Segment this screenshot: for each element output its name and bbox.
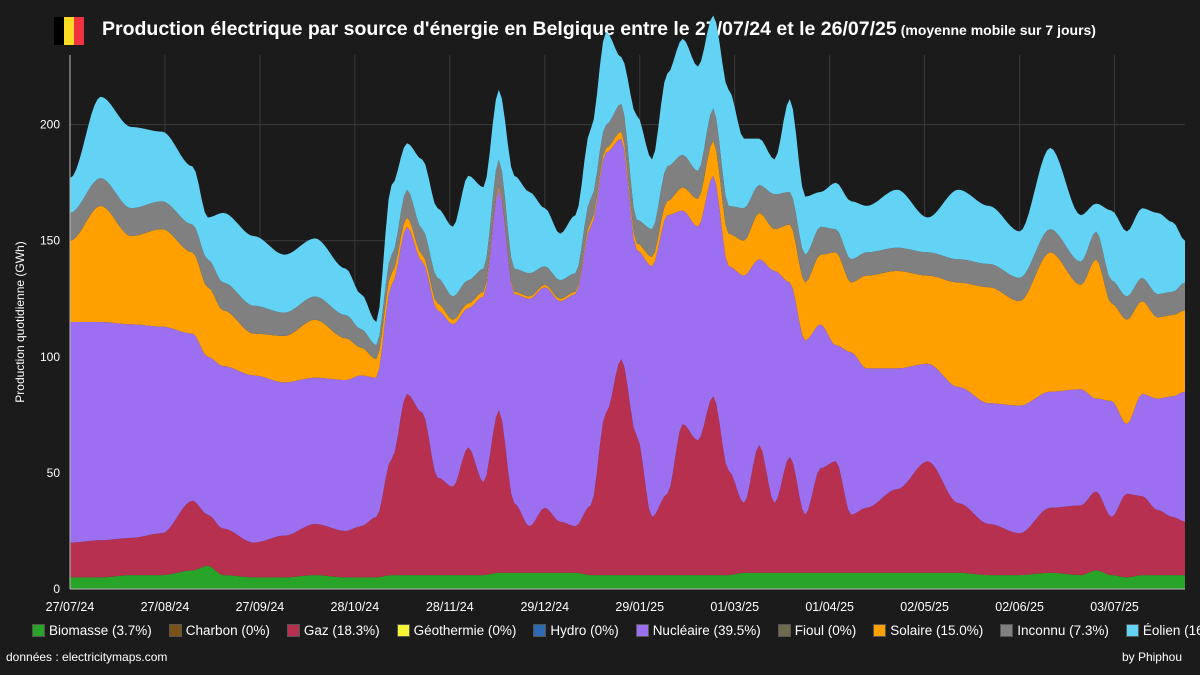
legend-swatch — [286, 624, 300, 637]
area-series-gaz — [70, 359, 1185, 578]
legend-swatch — [1125, 624, 1139, 637]
legend-item: Solaire (15.0%) — [873, 623, 983, 638]
legend-swatch — [396, 624, 410, 637]
x-tick-label: 29/12/24 — [520, 600, 569, 614]
x-tick-label: 03/07/25 — [1090, 600, 1139, 614]
x-tick-label: 01/04/25 — [805, 600, 854, 614]
flag-stripe-black — [54, 17, 64, 45]
y-tick-label: 200 — [40, 118, 60, 132]
author-credit: by Phiphou — [1121, 650, 1182, 664]
area-series-inconnu — [70, 103, 1185, 360]
legend-item: Gaz (18.3%) — [286, 623, 380, 638]
belgium-flag-icon — [54, 17, 84, 45]
flag-stripe-red — [74, 17, 84, 45]
chart-title: Production électrique par source d'énerg… — [102, 18, 1096, 41]
legend-label: Fioul (0%) — [794, 623, 857, 638]
legend-item: Éolien (16.1%) — [1125, 623, 1200, 638]
legend-item: Fioul (0%) — [777, 623, 857, 638]
legend-item: Hydro (0%) — [533, 623, 619, 638]
y-axis-label: Production quotidienne (GWh) — [13, 241, 27, 402]
legend-label: Charbon (0%) — [185, 623, 270, 638]
legend-label: Solaire (15.0%) — [890, 623, 984, 638]
legend-swatch — [168, 624, 182, 637]
x-tick-label: 27/09/24 — [236, 600, 285, 614]
area-series-solaire — [70, 131, 1185, 425]
legend-label: Nucléaire (39.5%) — [652, 623, 761, 638]
legend-swatch — [777, 624, 791, 637]
area-series-nucleaire — [70, 138, 1185, 543]
x-tick-label: 01/03/25 — [710, 600, 759, 614]
legend-item: Charbon (0%) — [168, 623, 270, 638]
legend-item: Biomasse (3.7%) — [32, 623, 152, 638]
chart-title-text: Production électrique par source d'énerg… — [102, 18, 897, 40]
chart-axes: 0 50 100 150 200 27/07/24 27/08/24 27/09/24 28/1… — [13, 55, 1185, 614]
chart-areas — [70, 15, 1185, 589]
legend-swatch — [873, 624, 887, 637]
stacked-area-chart: 0 50 100 150 200 27/07/24 27/08/24 27/09/24 28/1… — [13, 15, 1185, 614]
y-tick-label: 50 — [47, 466, 61, 480]
legend-swatch — [635, 624, 649, 637]
area-series-eolien — [70, 15, 1185, 346]
legend-swatch — [1000, 624, 1014, 637]
flag-stripe-yellow — [64, 17, 74, 45]
x-tick-label: 02/06/25 — [995, 600, 1044, 614]
y-tick-label: 150 — [40, 234, 60, 248]
legend-label: Biomasse (3.7%) — [49, 623, 152, 638]
chart-subtitle: (moyenne mobile sur 7 jours) — [900, 22, 1096, 38]
legend-item: Nucléaire (39.5%) — [635, 623, 761, 638]
chart-legend: Biomasse (3.7%) Charbon (0%) Gaz (18.3%) Gé… — [32, 623, 1200, 638]
legend-swatch — [533, 624, 547, 637]
data-source-note: données : electricitymaps.com — [6, 650, 168, 664]
legend-item: Inconnu (7.3%) — [1000, 623, 1109, 638]
legend-label: Inconnu (7.3%) — [1017, 623, 1109, 638]
area-series-biomasse — [70, 565, 1185, 589]
y-tick-label: 100 — [40, 350, 60, 364]
legend-label: Hydro (0%) — [550, 623, 619, 638]
x-tick-label: 27/07/24 — [46, 600, 95, 614]
x-tick-label: 02/05/25 — [900, 600, 949, 614]
y-tick-label: 0 — [53, 582, 60, 596]
legend-swatch — [32, 624, 45, 637]
x-tick-label: 28/11/24 — [426, 600, 474, 614]
x-tick-label: 29/01/25 — [615, 600, 664, 614]
legend-label: Gaz (18.3%) — [303, 623, 380, 638]
legend-item: Géothermie (0%) — [396, 623, 517, 638]
legend-label: Géothermie (0%) — [413, 623, 517, 638]
legend-label: Éolien (16.1%) — [1142, 623, 1200, 638]
x-tick-label: 27/08/24 — [141, 600, 190, 614]
x-tick-label: 28/10/24 — [331, 600, 380, 614]
